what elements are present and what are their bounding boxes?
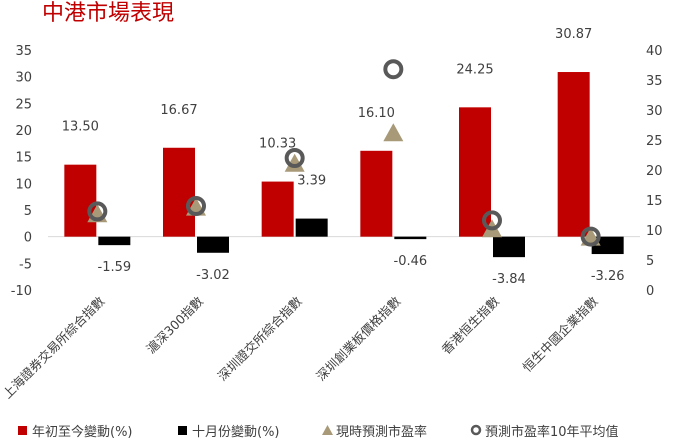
category-label: 恒生中國企業指數 xyxy=(519,293,601,375)
left-tick-label: 15 xyxy=(15,151,32,166)
left-tick-label: 25 xyxy=(15,97,32,112)
left-tick-label: 30 xyxy=(15,71,32,86)
legend: 年初至今變動(%) 十月份變動(%) 現時預測市盈率 預測市盈率10年平均值 xyxy=(18,424,619,440)
legend-label: 現時預測市盈率 xyxy=(336,424,427,440)
data-label: -0.46 xyxy=(394,254,428,269)
october-bar xyxy=(295,218,328,237)
ytd-bar xyxy=(163,147,195,237)
bars xyxy=(64,72,624,258)
right-tick-label: 10 xyxy=(646,224,663,239)
ytd-bar xyxy=(261,181,294,237)
category-label: 深圳創業板價格指數 xyxy=(313,293,404,384)
pe-10yr-avg-marker xyxy=(383,59,404,80)
ytd-bar xyxy=(557,72,590,237)
pe-10yr-avg-marker xyxy=(482,210,502,231)
legend-swatch xyxy=(18,426,27,435)
data-label: 10.33 xyxy=(259,137,296,152)
data-label: 16.10 xyxy=(358,106,395,121)
left-tick-label: -10 xyxy=(11,284,32,299)
left-tick-label: -5 xyxy=(19,257,32,272)
october-bar xyxy=(197,236,229,253)
legend-swatch xyxy=(470,424,482,436)
left-tick-label: 5 xyxy=(24,204,32,219)
october-bar xyxy=(591,236,624,255)
chart-title: 中港市場表現 xyxy=(42,1,174,26)
october-bar xyxy=(98,236,131,246)
data-label: -1.59 xyxy=(98,260,132,275)
pe-10yr-avg-marker xyxy=(87,201,108,222)
left-tick-label: 10 xyxy=(15,177,32,192)
data-label: 16.67 xyxy=(160,103,197,118)
markers xyxy=(87,59,601,247)
category-label: 上海證券交易所綜合指數 xyxy=(0,293,108,401)
pe-current-marker xyxy=(383,123,404,142)
left-tick-label: 0 xyxy=(24,231,32,246)
pe-10yr-avg-marker xyxy=(186,196,206,216)
left-tick-label: 20 xyxy=(15,124,32,139)
ytd-bar xyxy=(360,150,393,237)
data-label: -3.02 xyxy=(196,268,230,283)
right-tick-label: 40 xyxy=(646,44,663,59)
right-tick-label: 5 xyxy=(646,254,654,269)
legend-label: 預測市盈率10年平均值 xyxy=(485,424,619,440)
category-label: 深圳證交所綜合指數 xyxy=(215,293,306,384)
data-label: 24.25 xyxy=(456,62,493,77)
data-label: 30.87 xyxy=(555,27,592,42)
ytd-bar xyxy=(64,164,97,237)
data-label: -3.84 xyxy=(492,272,526,287)
right-tick-label: 0 xyxy=(646,284,654,299)
legend-label: 十月份變動(%) xyxy=(192,424,280,440)
legend-swatch xyxy=(322,425,333,435)
october-bar xyxy=(493,236,525,258)
right-tick-label: 15 xyxy=(646,194,663,209)
legend-label: 年初至今變動(%) xyxy=(32,424,133,440)
pe-10yr-avg-marker xyxy=(580,226,601,247)
data-label: -3.26 xyxy=(591,269,625,284)
category-label: 滬深300指數 xyxy=(143,293,206,356)
pe-10yr-avg-marker xyxy=(284,148,305,168)
right-tick-label: 25 xyxy=(646,134,663,149)
left-axis: -10 -5 0 5 10 15 20 25 30 35 xyxy=(11,44,32,299)
category-label: 香港恒生指數 xyxy=(438,293,502,357)
data-label: 13.50 xyxy=(62,120,99,135)
data-labels: 13.50 -1.59 16.67 -3.02 10.33 3.39 16.10 -0.46 2… xyxy=(62,27,625,287)
right-axis: 0 5 10 15 20 25 30 35 40 xyxy=(646,44,663,299)
right-tick-label: 20 xyxy=(646,164,663,179)
data-label: 3.39 xyxy=(297,174,326,189)
left-tick-label: 35 xyxy=(15,44,32,59)
category-labels: 上海證券交易所綜合指數 滬深300指數 深圳證交所綜合指數 深圳創業板價格指數 香港恒生… xyxy=(0,293,601,401)
legend-swatch xyxy=(178,426,187,435)
right-tick-label: 30 xyxy=(646,104,663,119)
right-tick-label: 35 xyxy=(646,74,663,89)
pe-current-marker xyxy=(284,153,305,172)
october-bar xyxy=(394,236,427,240)
